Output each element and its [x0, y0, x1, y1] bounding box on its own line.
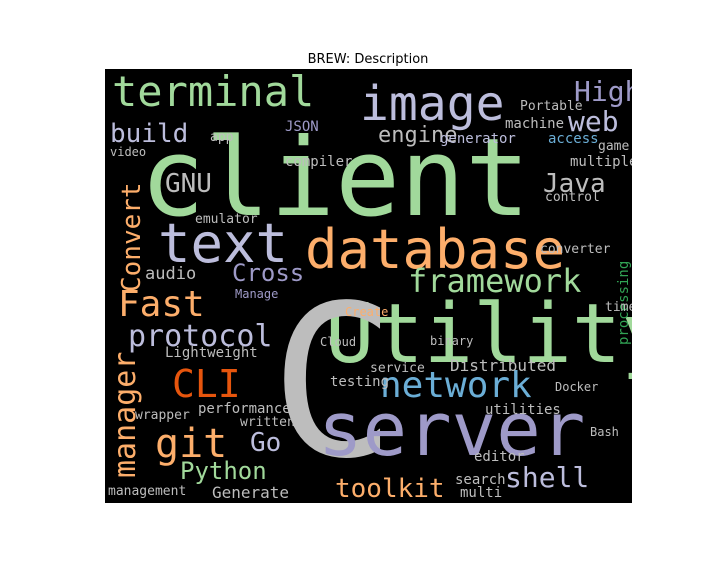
word: Create [345, 305, 388, 319]
word: CLI [172, 362, 241, 406]
word: performance [198, 401, 291, 417]
word: framework [408, 262, 581, 300]
word: Cross [232, 259, 304, 287]
word: shell [505, 461, 589, 494]
word: text [158, 212, 288, 275]
word: time [605, 300, 636, 315]
word: control [545, 190, 600, 205]
word: Cloud [320, 335, 356, 349]
word: Distributed [450, 356, 556, 375]
word: Bash [590, 425, 619, 439]
cloud-background [105, 69, 632, 503]
word: web [568, 105, 619, 138]
word: Utility [325, 287, 671, 382]
word: Generate [212, 483, 289, 502]
word: app [210, 130, 234, 145]
word: Portable [520, 99, 583, 114]
word: Java [543, 169, 606, 199]
word: written [240, 415, 295, 430]
word: generator [440, 131, 516, 147]
word: Convert [117, 182, 147, 292]
word: engine [378, 123, 457, 148]
word: build [110, 119, 188, 149]
word: utilities [485, 402, 561, 418]
word: compiler [285, 154, 352, 170]
word: multiple [570, 154, 637, 170]
word: processing [616, 261, 632, 345]
word: Manage [235, 287, 278, 301]
word: management [108, 484, 186, 499]
word: Lightweight [165, 345, 258, 361]
word: video [110, 145, 146, 159]
word: search [455, 472, 506, 488]
word: converter [540, 242, 611, 257]
word: manager [108, 352, 143, 478]
word: testing [330, 374, 389, 390]
word: binary [430, 334, 473, 348]
word: Go [250, 428, 281, 458]
word: game [598, 139, 629, 154]
word: server [318, 387, 585, 473]
word: toolkit [335, 474, 445, 504]
word: terminal [112, 67, 314, 116]
word: image [360, 76, 505, 132]
word: Fast [118, 284, 205, 325]
word: multi [460, 485, 502, 501]
word: network [380, 365, 532, 406]
word: emulator [195, 212, 258, 227]
word: JSON [285, 119, 319, 135]
word: client [140, 116, 530, 241]
word: Docker [555, 380, 598, 394]
word: access [548, 131, 599, 147]
word: High [574, 75, 641, 108]
word: machine [505, 116, 564, 132]
word: Python [180, 457, 267, 485]
word: GNU [165, 169, 212, 199]
word: editor [474, 449, 525, 465]
word: C [270, 260, 396, 505]
word: wrapper [135, 408, 190, 423]
word: git [155, 421, 227, 467]
title: BREW: Description [308, 52, 429, 67]
word: service [370, 361, 425, 376]
word: audio [145, 264, 196, 284]
word: protocol [128, 319, 273, 354]
word: database [305, 218, 565, 281]
